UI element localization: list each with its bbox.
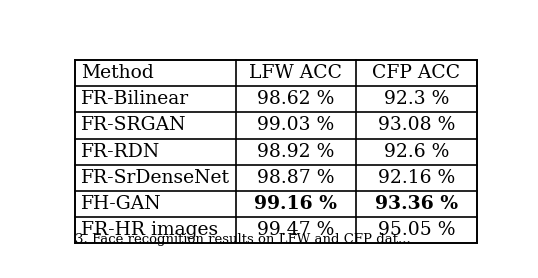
- Text: 92.6 %: 92.6 %: [384, 143, 449, 161]
- Text: FR-SrDenseNet: FR-SrDenseNet: [81, 169, 230, 187]
- Text: 99.03 %: 99.03 %: [257, 116, 335, 135]
- Text: 3. Face recognition results on LFW and CFP dat...: 3. Face recognition results on LFW and C…: [75, 233, 410, 246]
- Bar: [75, 60, 477, 243]
- Text: CFP ACC: CFP ACC: [372, 64, 461, 82]
- Text: FR-HR images: FR-HR images: [81, 221, 218, 239]
- Text: 92.16 %: 92.16 %: [378, 169, 455, 187]
- Text: 92.3 %: 92.3 %: [384, 90, 449, 108]
- Text: 99.47 %: 99.47 %: [257, 221, 335, 239]
- Text: FH-GAN: FH-GAN: [81, 195, 161, 213]
- Text: 93.08 %: 93.08 %: [378, 116, 455, 135]
- Text: 93.36 %: 93.36 %: [375, 195, 458, 213]
- Text: 98.62 %: 98.62 %: [257, 90, 335, 108]
- Text: 95.05 %: 95.05 %: [378, 221, 455, 239]
- Text: 99.16 %: 99.16 %: [254, 195, 337, 213]
- Text: FR-RDN: FR-RDN: [81, 143, 160, 161]
- Text: FR-SRGAN: FR-SRGAN: [81, 116, 187, 135]
- Text: Method: Method: [81, 64, 154, 82]
- Text: LFW ACC: LFW ACC: [249, 64, 342, 82]
- Text: 98.92 %: 98.92 %: [257, 143, 335, 161]
- Text: 98.87 %: 98.87 %: [257, 169, 335, 187]
- Text: FR-Bilinear: FR-Bilinear: [81, 90, 189, 108]
